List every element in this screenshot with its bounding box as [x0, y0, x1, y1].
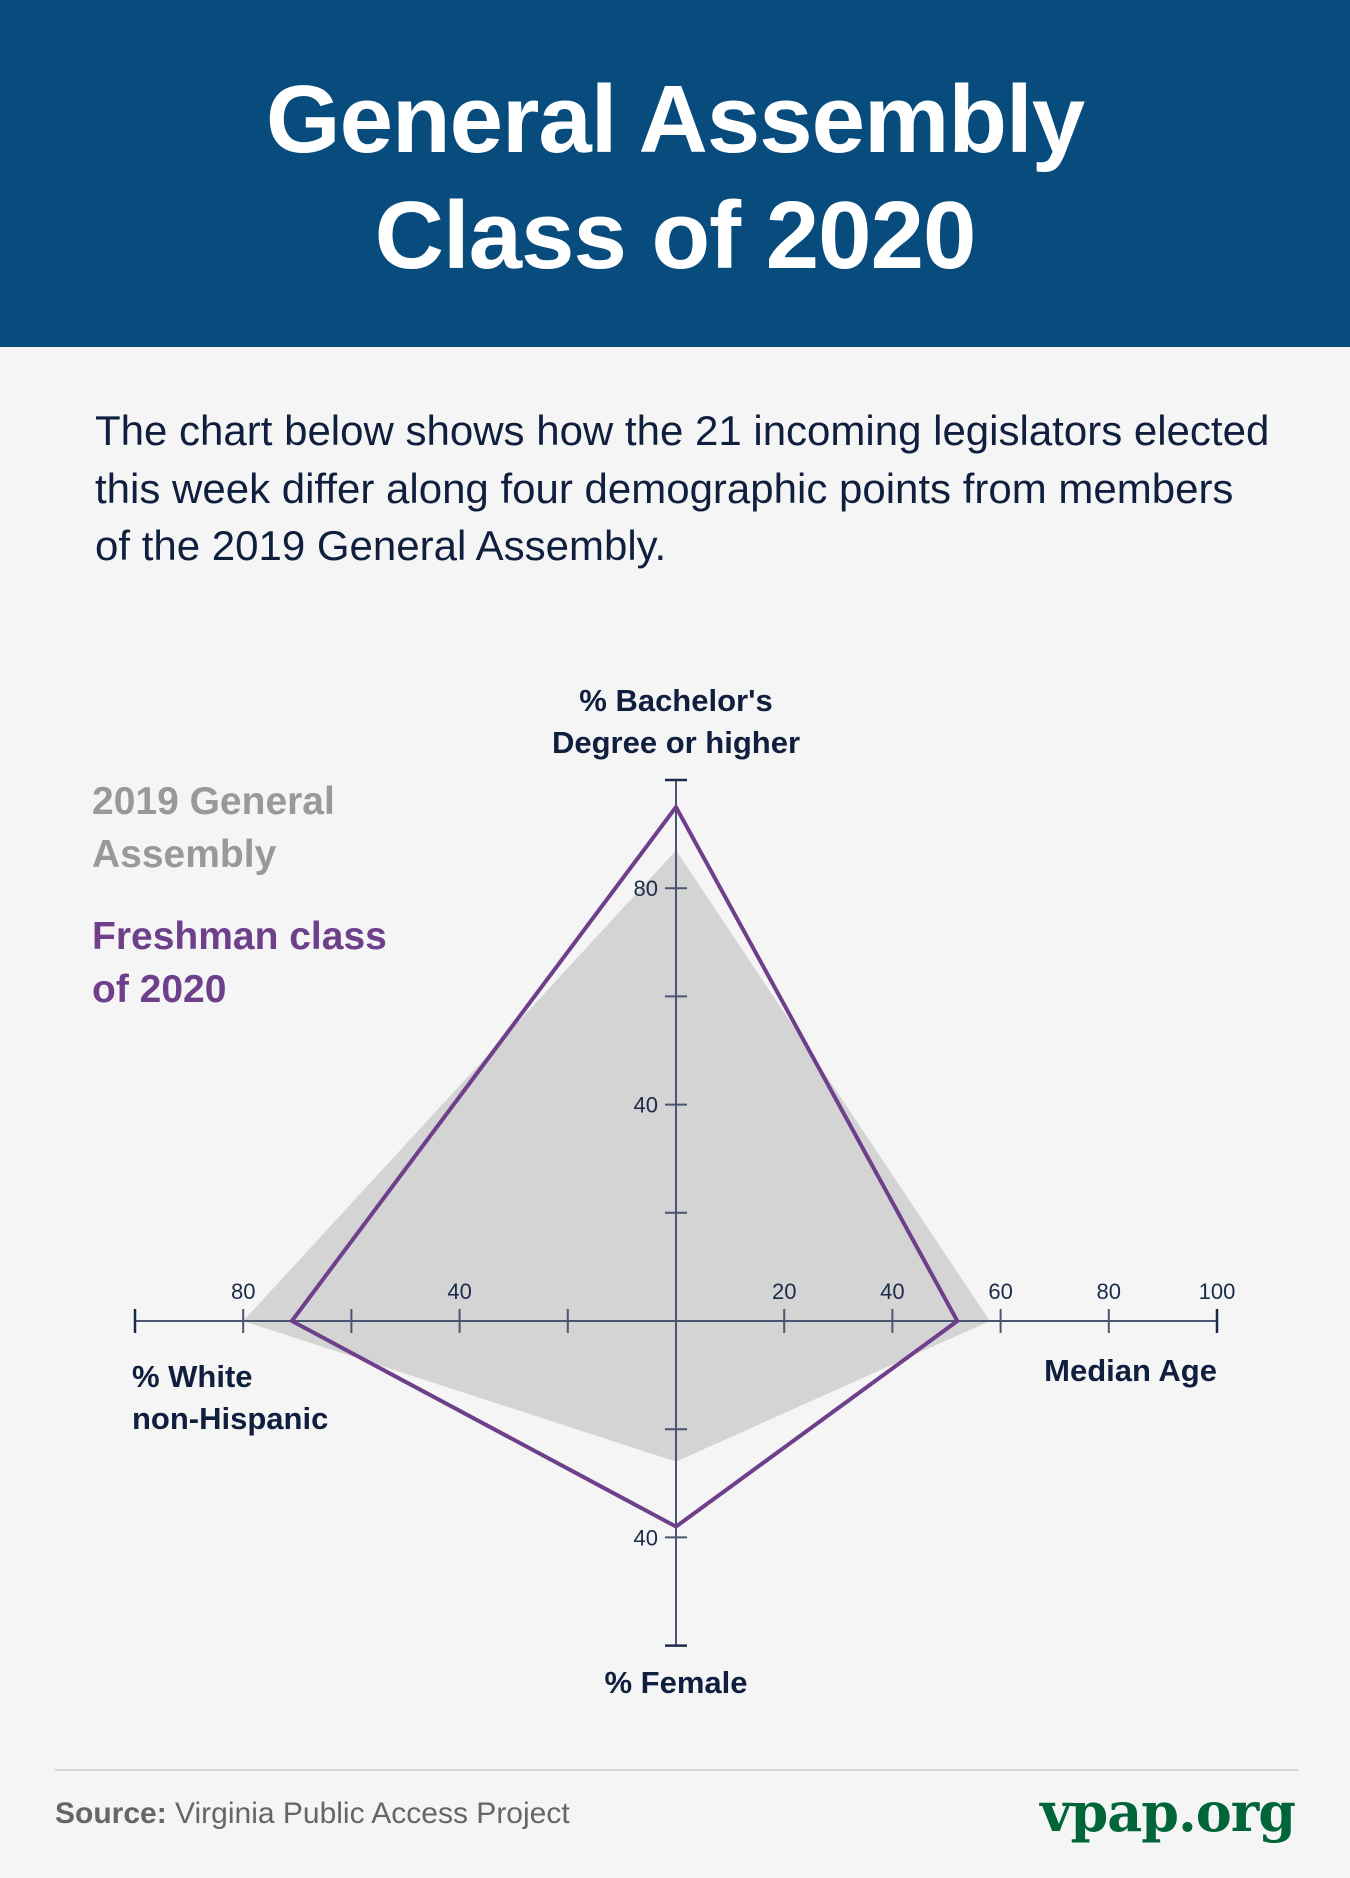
axis-label-female-line1: % Female [604, 1665, 748, 1700]
tick-label-bachelors: 80 [634, 876, 658, 901]
tick-label-white: 40 [447, 1279, 471, 1304]
tick-label-white: 80 [231, 1279, 255, 1304]
series-2020-outline [288, 803, 960, 1529]
header-banner: General Assembly Class of 2020 [0, 0, 1350, 347]
vpap-logo[interactable]: vpap.org [1040, 1780, 1296, 1844]
source-label: Source: [55, 1797, 167, 1830]
tick-label-median_age: 60 [988, 1279, 1012, 1304]
tick-label-female: 40 [634, 1525, 658, 1550]
legend-2020: Freshman class of 2020 [92, 910, 432, 1016]
footer-divider [55, 1769, 1298, 1771]
tick-label-bachelors: 40 [634, 1093, 658, 1118]
axis-label-white-line1: % White [132, 1359, 253, 1394]
legend-2019: 2019 General Assembly [92, 775, 392, 881]
source-note: Source: Virginia Public Access Project [55, 1797, 570, 1831]
axis-label-female: % Female [476, 1662, 876, 1704]
axis-label-white-line2: non-Hispanic [132, 1401, 329, 1436]
tick-label-median_age: 80 [1097, 1279, 1121, 1304]
intro-paragraph: The chart below shows how the 21 incomin… [95, 407, 1270, 569]
source-text: Virginia Public Access Project [175, 1797, 570, 1830]
legend-2020-label: Freshman class of 2020 [92, 915, 387, 1011]
series-2019-area [243, 850, 990, 1462]
axis-label-bachelors: % Bachelor's Degree or higher [476, 680, 876, 764]
axis-label-median-age-line1: Median Age [1044, 1353, 1217, 1388]
axis-label-median-age: Median Age [917, 1350, 1217, 1392]
tick-label-median_age: 20 [772, 1279, 796, 1304]
axis-label-bachelors-line2: Degree or higher [551, 725, 801, 760]
axis-label-bachelors-line1: % Bachelor's [579, 683, 773, 718]
page-title-line2: Class of 2020 [374, 182, 977, 289]
tick-label-median_age: 100 [1199, 1279, 1236, 1304]
legend-2019-label: 2019 General Assembly [92, 780, 335, 876]
tick-label-median_age: 40 [880, 1279, 904, 1304]
axis-label-white: % White non-Hispanic [132, 1356, 432, 1440]
page-title-line1: General Assembly [265, 66, 1085, 173]
